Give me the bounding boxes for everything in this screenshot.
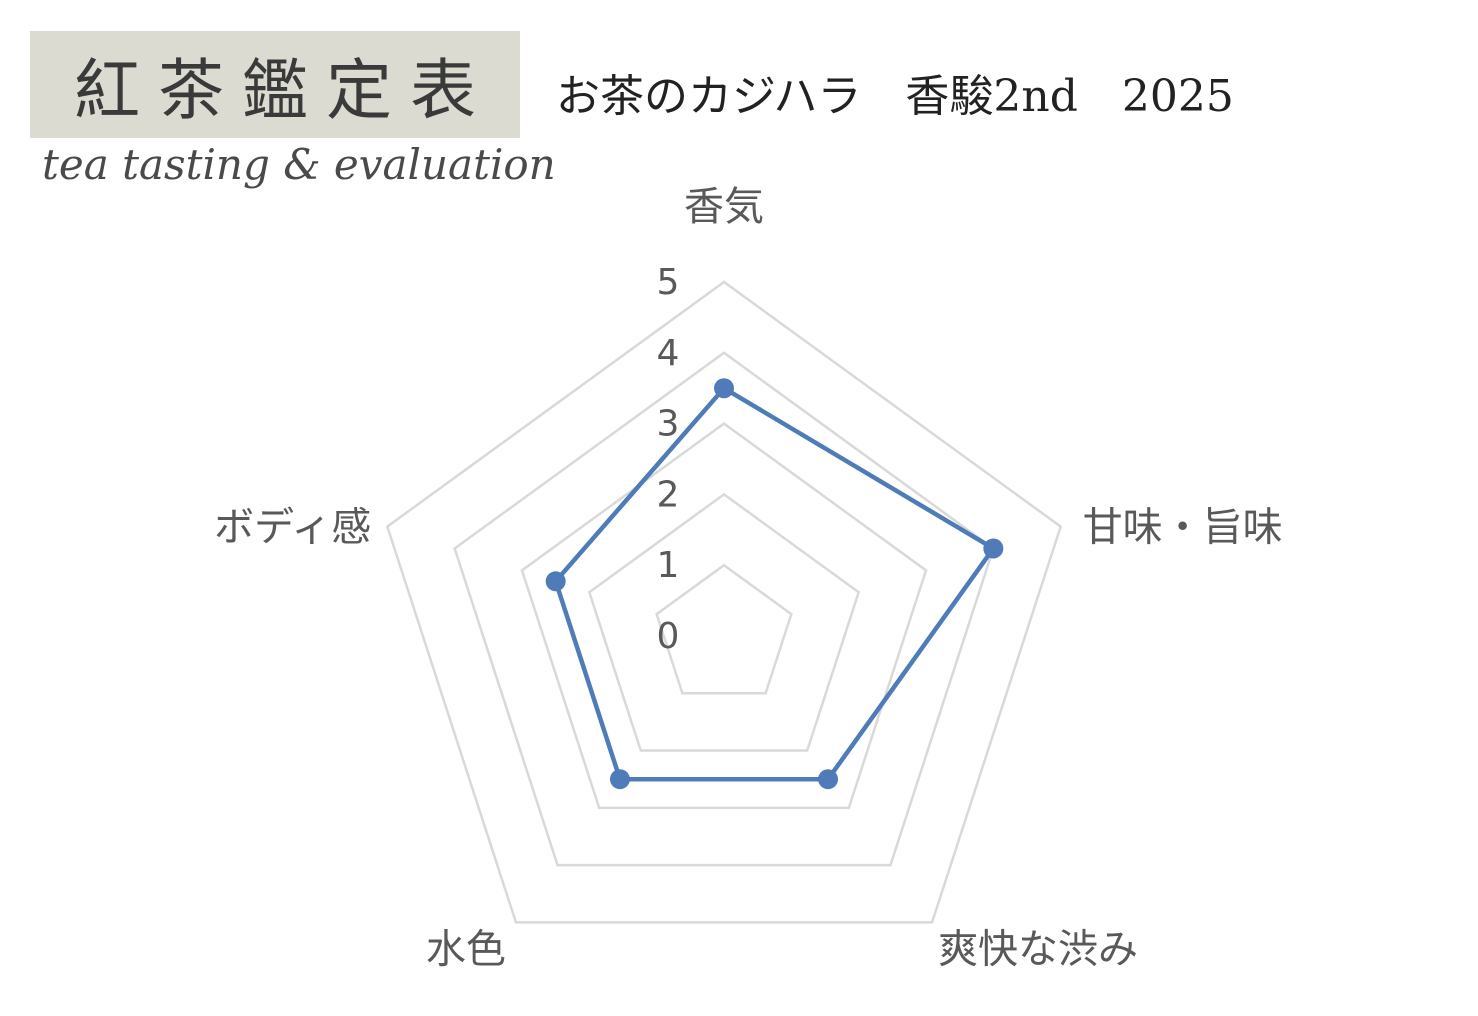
logo-subtitle: tea tasting & evaluation (42, 140, 556, 189)
tick-label-2: 2 (657, 474, 680, 515)
category-label-4: ボディ感 (214, 505, 371, 551)
data-point-1 (983, 538, 1004, 559)
tick-label-3: 3 (657, 404, 680, 445)
category-label-0: 香気 (684, 184, 764, 230)
radar-series (545, 378, 1004, 790)
chart-title: お茶のカジハラ 香駿2nd 2025 (556, 71, 1234, 122)
radar-tick-labels: 0 1 2 3 4 5 (657, 262, 680, 657)
category-label-3: 水色 (426, 926, 506, 972)
radar-grid (385, 280, 1063, 924)
tick-label-1: 1 (657, 545, 680, 586)
data-point-3 (609, 769, 630, 790)
category-label-1: 甘味・旨味 (1083, 505, 1283, 551)
grid-ring-5 (385, 280, 1063, 924)
series-line (553, 385, 996, 782)
data-point-0 (714, 378, 734, 399)
data-point-2 (818, 769, 839, 790)
logo-title: 紅茶鑑定表 (74, 51, 494, 129)
grid-ring-3 (520, 422, 928, 810)
grid-ring-2 (587, 492, 861, 752)
logo-box: 紅茶鑑定表 (30, 31, 520, 138)
grid-ring-4 (453, 351, 995, 867)
tick-label-0: 0 (657, 616, 680, 657)
category-label-2: 爽快な渋み (938, 926, 1138, 972)
data-point-4 (545, 571, 566, 592)
grid-ring-1 (655, 563, 793, 695)
tick-label-4: 4 (657, 333, 680, 374)
tick-label-5: 5 (657, 262, 680, 303)
